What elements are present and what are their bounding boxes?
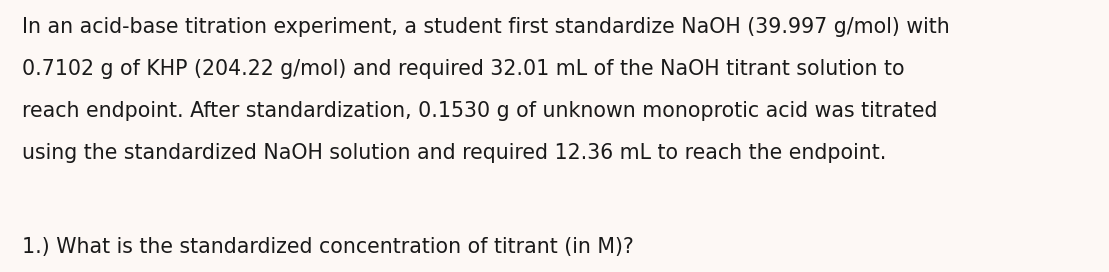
Text: using the standardized NaOH solution and required 12.36 mL to reach the endpoint: using the standardized NaOH solution and… [22,143,886,163]
Text: 0.7102 g of KHP (204.22 g/mol) and required 32.01 mL of the NaOH titrant solutio: 0.7102 g of KHP (204.22 g/mol) and requi… [22,59,905,79]
Text: reach endpoint. After standardization, 0.1530 g of unknown monoprotic acid was t: reach endpoint. After standardization, 0… [22,101,937,121]
Text: In an acid-base titration experiment, a student first standardize NaOH (39.997 g: In an acid-base titration experiment, a … [22,17,949,37]
Text: 1.) What is the standardized concentration of titrant (in M)?: 1.) What is the standardized concentrati… [22,237,633,257]
